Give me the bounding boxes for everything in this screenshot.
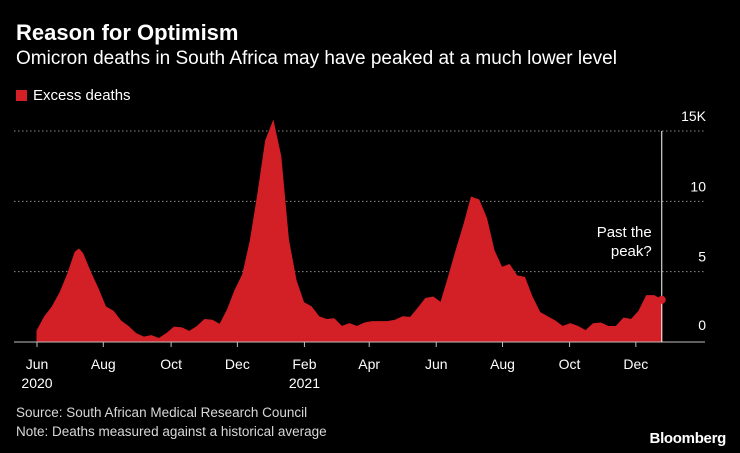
- annotation-label-line1: Past the: [597, 224, 652, 241]
- legend-label: Excess deaths: [33, 87, 131, 104]
- source-note: Source: South African Medical Research C…: [16, 405, 308, 420]
- x-tick-label: Oct: [160, 356, 182, 372]
- x-tick-label: Jun: [425, 356, 448, 372]
- x-tick-label: Apr: [358, 356, 380, 372]
- chart-subtitle: Omicron deaths in South Africa may have …: [16, 48, 617, 69]
- x-tick-label: Dec: [623, 356, 648, 372]
- annotation-label-line2: peak?: [611, 243, 652, 260]
- chart-title: Reason for Optimism: [16, 20, 239, 45]
- y-tick-label: 0: [698, 317, 706, 333]
- annotations: Past the peak?: [597, 131, 666, 342]
- x-tick-label: Oct: [559, 356, 581, 372]
- x-tick-label: Feb: [292, 356, 316, 372]
- footnote: Note: Deaths measured against a historic…: [16, 424, 327, 439]
- axes: 15K 10 5 0 Jun 2020 Aug Oct Dec Feb 2021 Apr Jun Aug O…: [14, 108, 707, 391]
- bloomberg-logo: Bloomberg: [649, 430, 727, 447]
- legend: Excess deaths: [16, 87, 131, 104]
- latest-value-marker: [657, 295, 666, 304]
- y-tick-label: 10: [690, 178, 706, 194]
- x-tick-label: Jun: [26, 356, 49, 372]
- gridlines: [14, 130, 705, 273]
- y-tick-label: 15K: [681, 108, 707, 124]
- x-tick-label: Aug: [91, 356, 116, 372]
- x-tick-label: Aug: [490, 356, 515, 372]
- excess-deaths-area: [36, 119, 663, 343]
- legend-swatch: [16, 90, 27, 101]
- y-tick-label: 5: [698, 249, 706, 265]
- x-year-label: 2020: [21, 375, 52, 391]
- x-tick-label: Dec: [225, 356, 250, 372]
- series-area: [36, 119, 663, 343]
- x-year-label: 2021: [289, 375, 320, 391]
